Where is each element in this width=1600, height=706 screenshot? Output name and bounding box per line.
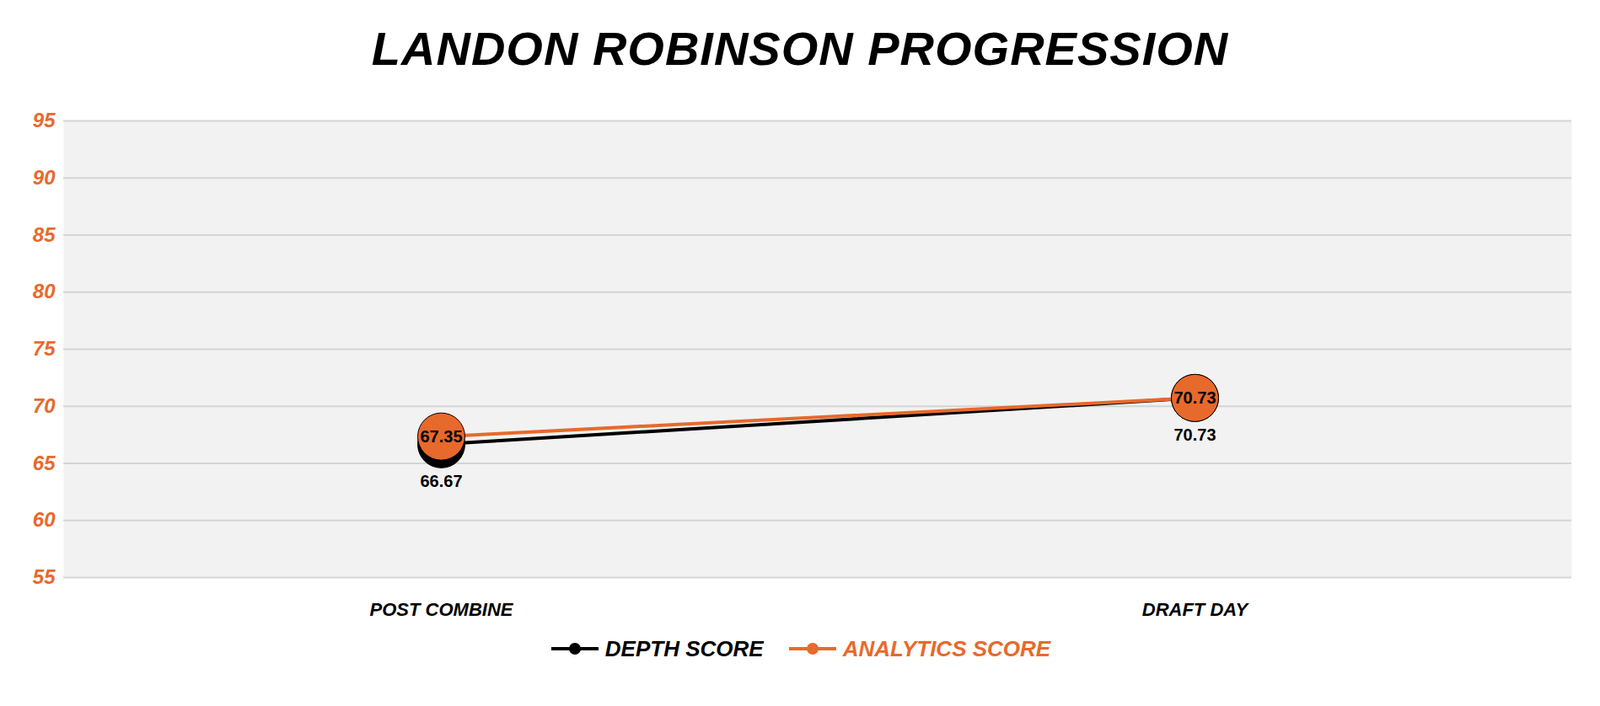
svg-text:80: 80 <box>32 279 56 303</box>
html-text:LANDON ROBINSON PROGRESSION: LANDON ROBINSON PROGRESSION <box>371 21 1229 76</box>
svg-text:95: 95 <box>32 108 56 132</box>
svg-text:POST COMBINE: POST COMBINE <box>370 599 515 621</box>
svg-text:70.73: 70.73 <box>1173 425 1216 445</box>
svg-text:65: 65 <box>32 451 56 475</box>
svg-text:75: 75 <box>32 337 56 360</box>
svg-text:60: 60 <box>32 508 56 532</box>
svg-text:85: 85 <box>32 223 56 247</box>
svg-text:70.73: 70.73 <box>1173 388 1216 408</box>
svg-text:70: 70 <box>32 394 56 418</box>
html-text:ANALYTICS SCORE: ANALYTICS SCORE <box>842 636 1051 662</box>
svg-text:DRAFT DAY: DRAFT DAY <box>1142 599 1251 621</box>
html-text:DEPTH SCORE: DEPTH SCORE <box>605 636 764 662</box>
svg-text:67.35: 67.35 <box>419 427 462 446</box>
svg-text:66.67: 66.67 <box>419 472 462 491</box>
svg-text:90: 90 <box>32 166 56 189</box>
svg-text:55: 55 <box>32 565 56 589</box>
